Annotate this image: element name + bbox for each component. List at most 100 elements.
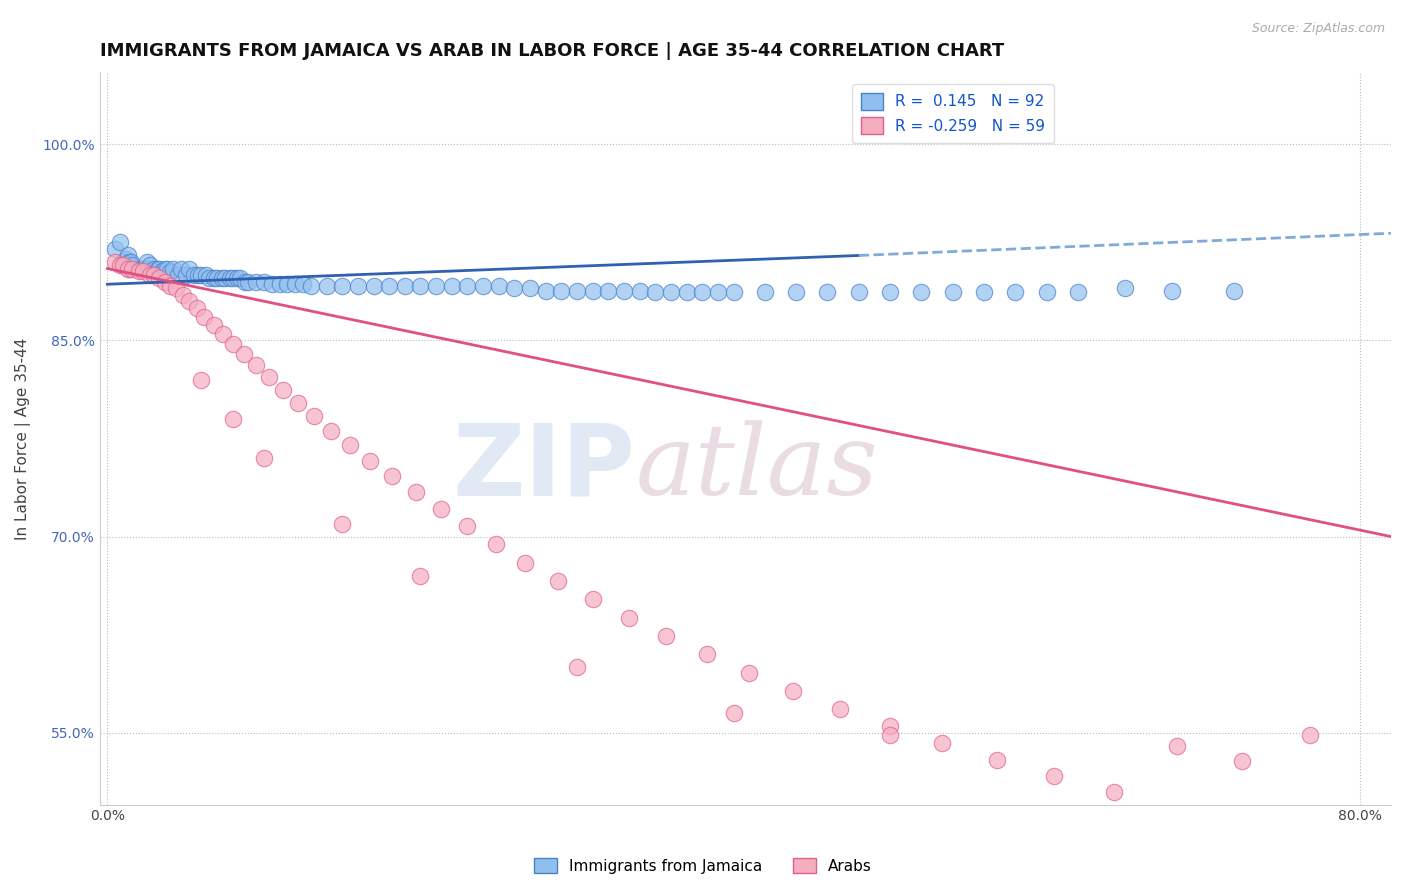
Point (879, 285, 901, 299)
Text: Source: ZipAtlas.com: Source: ZipAtlas.com (1251, 22, 1385, 36)
Point (190, 268, 212, 282)
Point (515, 556, 537, 570)
Point (221, 270, 243, 285)
Point (177, 294, 200, 309)
Legend: Immigrants from Jamaica, Arabs: Immigrants from Jamaica, Arabs (527, 852, 879, 880)
Point (159, 265, 181, 279)
Point (156, 261, 179, 276)
Point (165, 281, 187, 295)
Point (817, 285, 839, 299)
Point (232, 346, 254, 360)
Point (655, 629, 678, 643)
Point (330, 278, 353, 293)
Point (613, 284, 636, 298)
Point (221, 337, 243, 351)
Point (287, 396, 309, 410)
Point (135, 261, 157, 276)
Point (143, 268, 166, 282)
Point (1160, 284, 1182, 298)
Point (218, 270, 240, 285)
Point (121, 258, 143, 272)
Point (214, 270, 236, 285)
Point (534, 284, 557, 298)
Point (582, 284, 605, 298)
Point (202, 318, 225, 332)
Point (202, 270, 225, 285)
Point (141, 264, 163, 278)
Point (117, 258, 139, 272)
Point (159, 278, 181, 293)
Point (1102, 784, 1125, 798)
Point (146, 261, 169, 276)
Point (973, 285, 995, 299)
Point (381, 469, 404, 483)
Point (440, 278, 463, 293)
Point (1114, 281, 1136, 295)
Point (108, 258, 131, 272)
Point (1166, 739, 1188, 753)
Point (659, 285, 682, 299)
Point (425, 278, 447, 293)
Point (117, 248, 139, 262)
Point (195, 268, 218, 282)
Point (405, 485, 427, 500)
Point (212, 326, 235, 341)
Point (617, 610, 640, 624)
Point (132, 264, 155, 278)
Point (347, 278, 370, 293)
Point (172, 287, 194, 301)
Point (167, 268, 190, 282)
Point (330, 516, 353, 531)
Point (1298, 728, 1320, 742)
Point (628, 284, 651, 298)
Point (112, 255, 135, 269)
Point (723, 706, 745, 720)
Point (409, 278, 432, 293)
Point (118, 261, 141, 276)
Point (117, 261, 139, 276)
Point (190, 373, 212, 387)
Point (1067, 285, 1090, 299)
Point (260, 277, 283, 292)
Point (315, 278, 337, 293)
Point (174, 268, 197, 282)
Point (1223, 284, 1246, 298)
Text: ZIP: ZIP (453, 419, 636, 516)
Point (104, 242, 127, 256)
Point (598, 284, 620, 298)
Point (879, 728, 901, 742)
Point (394, 278, 416, 293)
Point (707, 285, 730, 299)
Point (565, 284, 588, 298)
Text: atlas: atlas (636, 420, 879, 516)
Point (519, 281, 541, 295)
Point (177, 261, 200, 276)
Point (1043, 769, 1066, 783)
Point (257, 370, 280, 384)
Point (472, 278, 495, 293)
Point (205, 270, 228, 285)
Point (170, 261, 193, 276)
Point (723, 285, 745, 299)
Point (488, 278, 510, 293)
Point (456, 519, 478, 533)
Point (121, 261, 143, 276)
Point (120, 255, 142, 269)
Point (233, 275, 256, 289)
Point (359, 454, 381, 468)
Point (284, 277, 307, 292)
Point (321, 424, 343, 438)
Point (135, 255, 157, 269)
Point (187, 268, 209, 282)
Point (910, 285, 932, 299)
Point (363, 278, 385, 293)
Point (138, 268, 160, 282)
Point (128, 264, 150, 278)
Point (193, 310, 215, 324)
Point (186, 301, 208, 315)
Point (148, 261, 170, 276)
Point (292, 277, 315, 292)
Point (183, 268, 205, 282)
Point (226, 270, 249, 285)
Point (785, 285, 807, 299)
